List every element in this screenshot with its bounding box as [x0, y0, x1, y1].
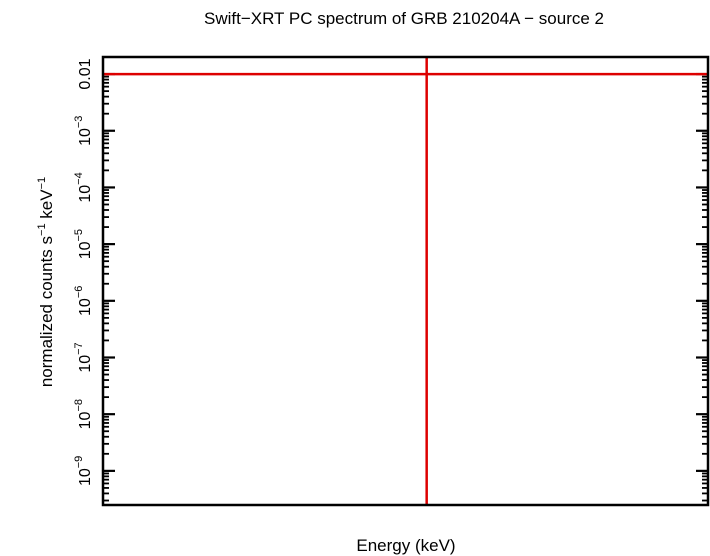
- y-tick-label-exponent: −4: [73, 172, 85, 185]
- y-tick-label-exponent: −5: [73, 229, 85, 242]
- y-tick-label: 10−6: [73, 286, 94, 316]
- y-tick-label-mantissa: 10: [77, 411, 94, 429]
- y-axis-label-sup1: −1: [36, 223, 48, 236]
- y-tick-label-exponent: −3: [73, 116, 85, 129]
- y-tick-label-exponent: −7: [73, 342, 85, 355]
- y-tick-label-mantissa: 10: [77, 355, 94, 373]
- y-axis-ticks: [103, 56, 708, 502]
- y-tick-label: 10−9: [73, 456, 94, 486]
- y-tick-label: 10−7: [73, 342, 94, 372]
- svg-text:10−4: 10−4: [73, 172, 94, 202]
- chart-title: Swift−XRT PC spectrum of GRB 210204A − s…: [204, 9, 604, 28]
- x-axis-label: Energy (keV): [356, 536, 455, 555]
- y-axis-label-mid: keV: [37, 189, 56, 224]
- svg-text:10−7: 10−7: [73, 342, 94, 372]
- y-tick-label-text: 0.01: [77, 58, 94, 89]
- plot-frame: [101, 55, 710, 507]
- y-tick-label-mantissa: 10: [77, 185, 94, 203]
- svg-text:10−9: 10−9: [73, 456, 94, 486]
- y-tick-label-mantissa: 10: [77, 128, 94, 146]
- y-axis-label-sup2: −1: [36, 177, 48, 190]
- y-axis-label-base: normalized counts s: [37, 236, 56, 387]
- y-tick-label-exponent: −9: [73, 456, 85, 469]
- y-axis-label: normalized counts s−1 keV−1: [36, 177, 56, 387]
- svg-text:normalized counts s−1 keV−1: normalized counts s−1 keV−1: [36, 177, 56, 387]
- svg-text:10−3: 10−3: [73, 116, 94, 146]
- y-tick-label: 10−4: [73, 172, 94, 202]
- svg-text:10−8: 10−8: [73, 399, 94, 429]
- svg-text:0.01: 0.01: [77, 58, 94, 89]
- y-tick-label: 10−8: [73, 399, 94, 429]
- y-tick-label: 0.01: [77, 58, 94, 89]
- y-tick-label-mantissa: 10: [77, 298, 94, 316]
- data-lines: [103, 57, 708, 505]
- svg-text:10−6: 10−6: [73, 286, 94, 316]
- y-tick-label-mantissa: 10: [77, 241, 94, 259]
- y-tick-label: 10−5: [73, 229, 94, 259]
- y-tick-label-exponent: −8: [73, 399, 85, 412]
- y-tick-label-exponent: −6: [73, 286, 85, 299]
- y-tick-label-mantissa: 10: [77, 468, 94, 486]
- svg-text:10−5: 10−5: [73, 229, 94, 259]
- y-tick-label: 10−3: [73, 116, 94, 146]
